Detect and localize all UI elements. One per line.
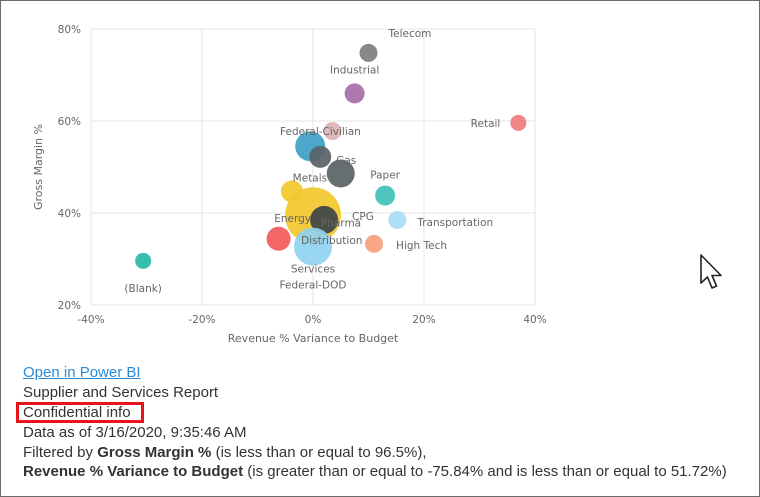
scatter-point[interactable] — [375, 185, 396, 206]
scatter-chart[interactable]: -40% -20% 0% 20% 40% 20% 40% 60% 80% Telecom Indu… — [1, 1, 561, 353]
y-axis-label: Gross Margin % — [32, 124, 45, 210]
point-label: High Tech — [396, 240, 447, 252]
scatter-point[interactable] — [309, 145, 332, 168]
x-tick-label: 20% — [412, 314, 435, 326]
scatter-point[interactable] — [344, 83, 365, 104]
point-label: Paper — [370, 170, 400, 182]
point-label: Industrial — [330, 64, 379, 76]
point-label: Distribution — [301, 235, 362, 247]
x-axis-label: Revenue % Variance to Budget — [228, 332, 399, 345]
y-tick-label: 80% — [58, 24, 81, 36]
chart-points[interactable] — [135, 43, 527, 269]
filter1-text: (is less than or equal to 96.5%), — [211, 443, 427, 461]
point-label: Pharma — [321, 217, 361, 229]
filter-line-1: Filtered by Gross Margin % (is less than… — [23, 443, 757, 463]
mouse-pointer-icon — [700, 254, 722, 289]
scatter-point[interactable] — [388, 210, 407, 229]
scatter-point[interactable] — [510, 114, 527, 131]
point-label: Transportation — [416, 217, 493, 229]
x-tick-label: -40% — [77, 314, 104, 326]
scatter-point[interactable] — [365, 234, 384, 253]
chart-point-labels: Telecom Industrial Retail Federal-Civilian G… — [124, 28, 500, 295]
confidential-label: Confidential info — [16, 402, 144, 424]
point-label: Federal-Civilian — [280, 126, 361, 138]
filter-line-2: Revenue % Variance to Budget (is greater… — [23, 462, 757, 482]
x-tick-label: 40% — [523, 314, 546, 326]
point-label: Gas — [336, 155, 356, 167]
point-label: CPG — [352, 211, 374, 223]
point-label: Telecom — [388, 28, 432, 40]
point-label: Retail — [471, 118, 501, 130]
scatter-point[interactable] — [135, 252, 152, 269]
x-tick-label: -20% — [188, 314, 215, 326]
chart-tick-labels: -40% -20% 0% 20% 40% 20% 40% 60% 80% — [58, 24, 547, 326]
filter1-field: Gross Margin % — [97, 443, 212, 461]
scatter-point[interactable] — [323, 122, 342, 141]
scatter-point[interactable] — [326, 159, 355, 188]
open-in-powerbi-link[interactable]: Open in Power BI — [23, 364, 141, 381]
report-name: Supplier and Services Report — [23, 383, 219, 401]
filter2-text: (is greater than or equal to -75.84% and… — [243, 463, 727, 481]
point-label: Energy — [274, 213, 311, 225]
scatter-point[interactable] — [294, 227, 332, 266]
y-tick-label: 40% — [58, 208, 81, 220]
point-label: (Blank) — [124, 283, 161, 295]
filter-prefix: Filtered by — [23, 443, 98, 461]
scatter-point[interactable] — [359, 43, 378, 62]
scatter-point[interactable] — [266, 226, 291, 251]
y-tick-label: 60% — [58, 116, 81, 128]
point-label: Services — [291, 264, 335, 276]
point-label: Metals — [293, 172, 327, 184]
point-label: Federal-DOD — [280, 279, 347, 291]
x-tick-label: 0% — [305, 314, 322, 326]
tile-info: Open in Power BI Supplier and Services R… — [16, 363, 757, 482]
data-as-of: Data as of 3/16/2020, 9:35:46 AM — [23, 424, 247, 442]
filter2-field: Revenue % Variance to Budget — [23, 463, 244, 481]
scatter-point[interactable] — [310, 205, 339, 234]
y-tick-label: 20% — [58, 300, 81, 312]
